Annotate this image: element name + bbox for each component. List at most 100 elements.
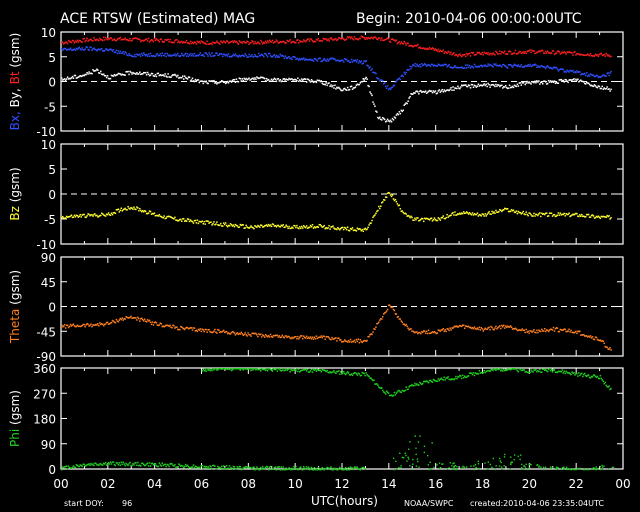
data-point — [349, 85, 352, 88]
data-point — [429, 65, 432, 68]
data-point — [464, 212, 467, 214]
data-point — [397, 78, 400, 80]
data-point — [287, 368, 289, 371]
data-point — [277, 78, 280, 80]
data-point — [303, 336, 306, 339]
data-point — [308, 80, 311, 82]
data-point — [372, 216, 374, 219]
data-point — [269, 224, 272, 226]
data-point — [552, 66, 555, 69]
data-point — [563, 51, 565, 53]
data-point — [189, 219, 192, 221]
data-point — [606, 54, 608, 56]
data-point — [584, 374, 587, 377]
data-point — [218, 54, 220, 57]
data-point — [251, 226, 253, 229]
data-point — [493, 211, 495, 213]
data-point — [529, 49, 531, 51]
data-point — [467, 375, 470, 377]
data-point — [306, 227, 309, 230]
data-point — [383, 312, 386, 314]
data-point — [368, 85, 370, 88]
data-point — [285, 335, 287, 337]
data-point — [355, 84, 358, 86]
data-point — [588, 83, 591, 86]
data-point — [281, 369, 284, 372]
data-point — [594, 336, 597, 338]
data-point — [456, 87, 458, 90]
y-tick-label: -5 — [44, 213, 56, 227]
data-point — [525, 52, 527, 55]
data-point — [314, 40, 317, 43]
data-point — [417, 65, 419, 67]
data-point — [349, 227, 352, 230]
data-point — [136, 72, 138, 74]
data-point — [471, 373, 474, 376]
data-point — [361, 35, 364, 38]
panel-frame — [60, 367, 624, 470]
data-point — [282, 78, 284, 80]
data-point — [485, 370, 487, 373]
data-point — [327, 336, 329, 338]
data-point — [543, 52, 546, 55]
data-point — [172, 54, 174, 56]
data-point — [96, 214, 98, 217]
data-point — [251, 53, 253, 56]
data-point — [568, 51, 570, 53]
data-point — [177, 74, 179, 77]
data-point — [377, 384, 379, 386]
data-point — [496, 211, 498, 213]
data-point — [131, 39, 133, 42]
data-point — [181, 326, 183, 328]
data-point — [214, 82, 216, 84]
data-point — [170, 76, 172, 78]
data-point — [343, 468, 346, 471]
data-point — [115, 74, 118, 76]
data-point — [513, 459, 515, 461]
data-point — [197, 41, 200, 44]
data-point — [137, 73, 139, 75]
data-point — [350, 373, 353, 375]
data-point — [339, 229, 341, 231]
data-point — [362, 77, 364, 80]
data-point — [210, 368, 212, 370]
data-point — [149, 210, 152, 213]
data-point — [203, 465, 205, 468]
data-point — [542, 66, 545, 68]
data-point — [233, 225, 236, 228]
data-point — [608, 88, 610, 90]
data-point — [609, 55, 611, 58]
data-point — [598, 339, 601, 342]
data-point — [186, 42, 189, 44]
data-point — [224, 222, 227, 224]
data-point — [382, 316, 384, 318]
data-point — [304, 467, 307, 470]
data-point — [466, 466, 468, 468]
data-point — [544, 67, 547, 70]
data-point — [246, 335, 248, 337]
data-point — [218, 42, 220, 44]
data-point — [167, 464, 169, 466]
data-point — [423, 451, 426, 454]
data-point — [68, 325, 71, 328]
data-point — [219, 224, 221, 226]
data-point — [157, 215, 160, 217]
data-point — [511, 66, 514, 68]
data-point — [515, 64, 518, 67]
data-point — [274, 78, 277, 81]
data-point — [120, 52, 123, 54]
data-point — [383, 39, 386, 41]
data-point — [414, 217, 416, 220]
data-point — [600, 52, 603, 55]
data-point — [505, 208, 508, 210]
data-point — [526, 371, 528, 374]
data-point — [527, 371, 529, 374]
data-point — [134, 317, 136, 319]
data-point — [305, 335, 308, 338]
data-point — [595, 215, 598, 218]
data-point — [544, 212, 547, 215]
data-point — [268, 336, 271, 338]
data-point — [380, 318, 382, 320]
data-point — [448, 378, 450, 381]
